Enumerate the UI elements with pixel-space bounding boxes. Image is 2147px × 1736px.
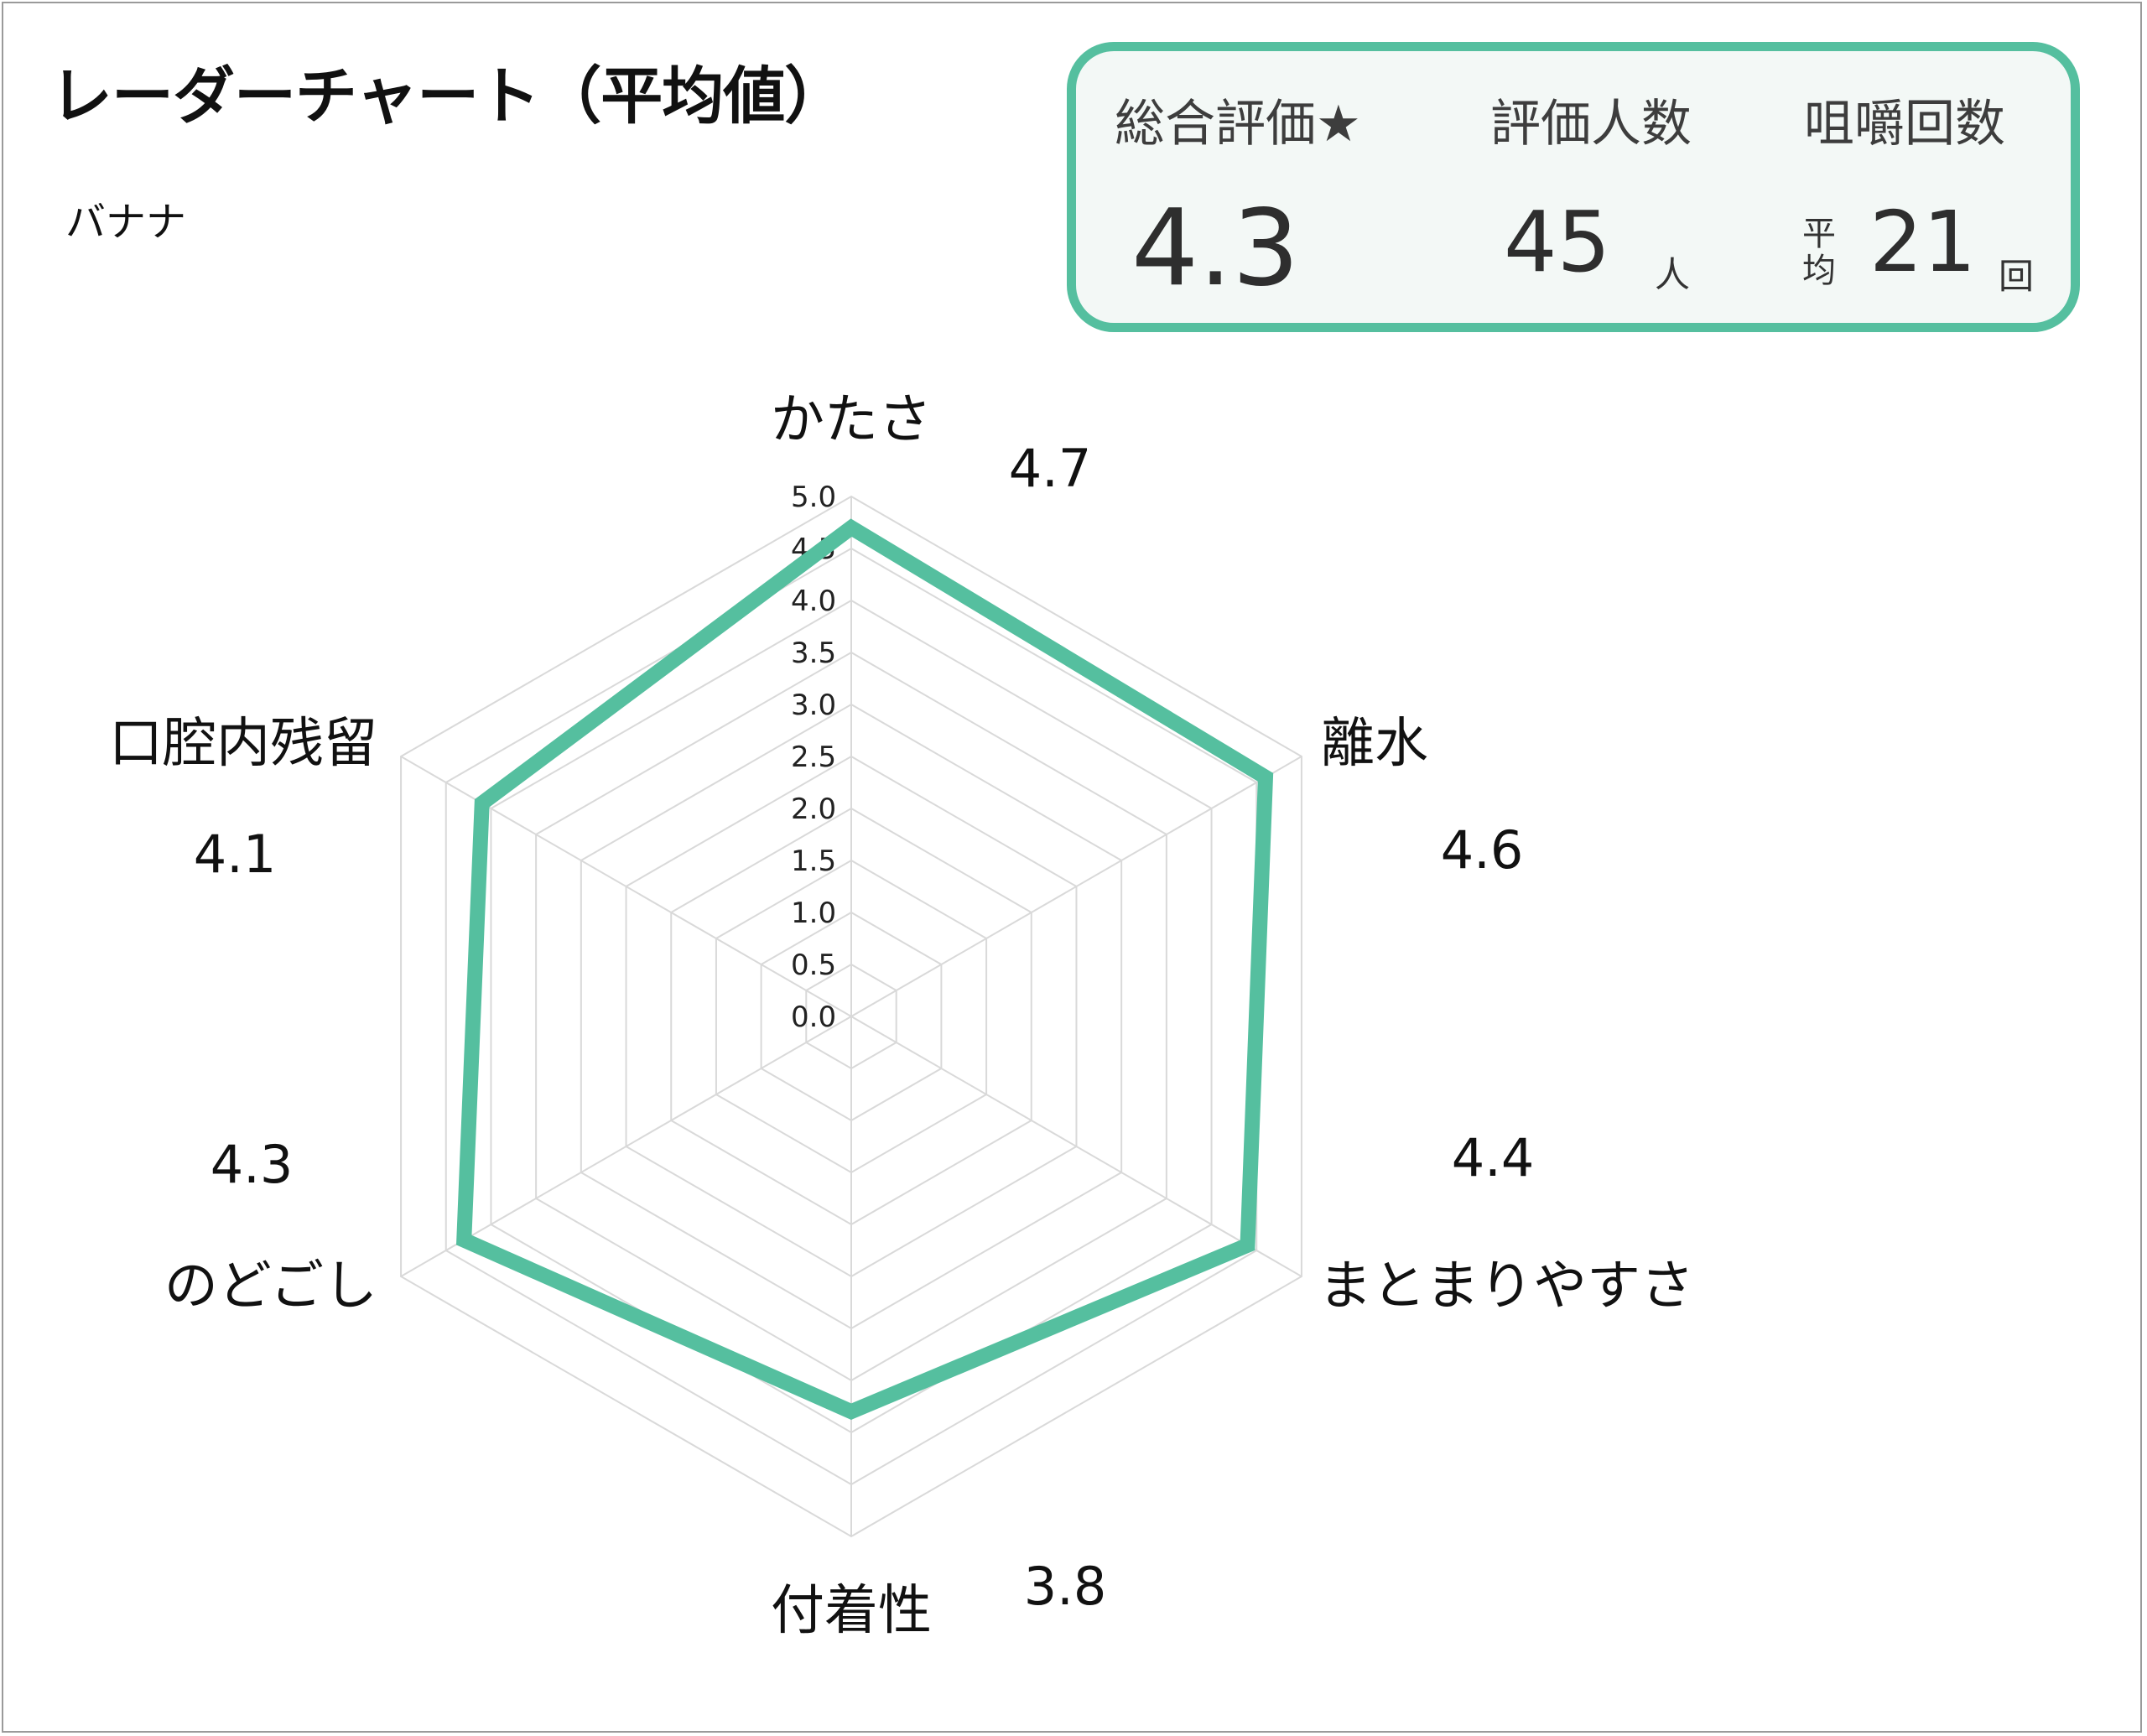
value-label: 4.3 <box>211 1134 294 1195</box>
grid-spoke <box>850 756 1302 1017</box>
radial-tick-label: 3.0 <box>791 689 836 722</box>
rater-count-unit: 人 <box>1655 254 1691 295</box>
chew-count-unit: 回 <box>1999 256 2035 297</box>
category-label: 口腔内残留 <box>109 713 377 775</box>
grid-spoke <box>850 1016 1302 1277</box>
value-labels: 4.7 4.6 4.4 3.8 4.3 4.1 <box>194 438 1535 1617</box>
value-label: 4.7 <box>1009 438 1092 499</box>
rater-count-label: 評価人数 <box>1490 95 1692 153</box>
chew-count-value: 21 <box>1869 193 1977 291</box>
value-label: 4.6 <box>1441 819 1524 881</box>
radar-series <box>455 518 1274 1421</box>
product-name: バナナ <box>65 199 187 246</box>
chew-count-label: 咀嚼回数 <box>1804 95 2005 153</box>
category-label: かたさ <box>771 389 932 451</box>
value-label: 4.1 <box>194 824 277 885</box>
category-label: 離水 <box>1321 713 1428 775</box>
overall-rating-label: 総合評価★ <box>1115 95 1361 153</box>
grid-spoke <box>400 1016 852 1277</box>
rater-count-value: 45 <box>1504 193 1611 291</box>
overall-rating-value: 4.3 <box>1131 186 1300 309</box>
summary-card: 総合評価★ 評価人数 咀嚼回数 4.3 45 人 平均 21 回 <box>1067 42 2080 332</box>
radial-tick-label: 2.0 <box>791 793 836 826</box>
radial-tick-labels: 0.00.51.01.52.02.53.03.54.04.55.0 <box>791 481 836 1034</box>
category-label: まとまりやすさ <box>1318 1255 1694 1318</box>
radial-tick-label: 3.5 <box>791 637 836 670</box>
page-title: レーダーチャート（平均値） <box>50 60 846 133</box>
radial-tick-label: 5.0 <box>791 481 836 514</box>
radial-tick-label: 4.0 <box>791 585 836 618</box>
category-label: のどごし <box>164 1255 377 1318</box>
radial-tick-label: 1.0 <box>791 897 836 930</box>
radar-grid <box>400 495 1302 1538</box>
chew-average-prefix: 平均 <box>1802 215 1836 290</box>
value-label: 3.8 <box>1024 1556 1107 1617</box>
radial-tick-label: 2.5 <box>791 741 836 774</box>
value-label: 4.4 <box>1452 1127 1535 1188</box>
radial-tick-label: 1.5 <box>791 845 836 878</box>
radial-tick-label: 0.0 <box>791 1001 836 1034</box>
category-label: 付着性 <box>771 1580 932 1642</box>
series-line <box>455 518 1274 1421</box>
radial-tick-label: 0.5 <box>791 949 836 982</box>
